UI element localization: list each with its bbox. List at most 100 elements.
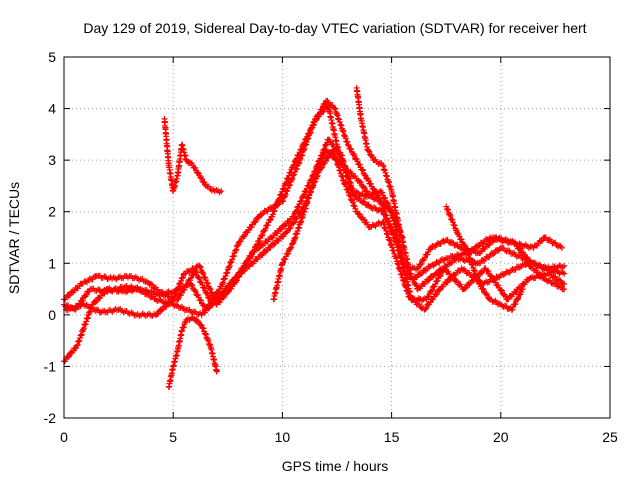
data-point-interp bbox=[229, 256, 236, 263]
data-point-interp bbox=[283, 188, 290, 195]
data-point-interp bbox=[288, 244, 295, 251]
data-point-interp bbox=[416, 301, 423, 308]
data-point-interp bbox=[423, 305, 430, 312]
data-point-interp bbox=[349, 199, 356, 206]
series-track-d bbox=[63, 136, 568, 320]
data-point-interp bbox=[65, 292, 72, 299]
data-point bbox=[441, 265, 448, 272]
data-point-interp bbox=[209, 292, 216, 299]
data-point-interp bbox=[326, 149, 333, 156]
data-point-interp bbox=[414, 274, 421, 281]
series-track-f bbox=[165, 314, 220, 391]
y-tick-label: 3 bbox=[48, 152, 56, 168]
data-point-interp bbox=[425, 277, 432, 284]
data-point-interp bbox=[365, 177, 372, 184]
data-point-interp bbox=[497, 286, 504, 293]
data-point-interp bbox=[233, 243, 240, 250]
data-point-interp bbox=[324, 139, 331, 146]
y-tick-label: -2 bbox=[44, 410, 57, 426]
data-point-interp bbox=[434, 240, 441, 247]
data-point-interp bbox=[295, 160, 302, 167]
data-point-interp bbox=[171, 293, 178, 300]
data-point-interp bbox=[65, 354, 72, 361]
data-point-interp bbox=[93, 297, 100, 304]
data-point-interp bbox=[451, 222, 458, 229]
data-point-interp bbox=[334, 146, 341, 153]
data-point-interp bbox=[204, 280, 211, 287]
data-point-interp bbox=[360, 167, 367, 174]
plot-frame bbox=[63, 56, 611, 419]
data-point-interp bbox=[291, 169, 298, 176]
data-point bbox=[344, 141, 351, 148]
y-tick-label: 1 bbox=[48, 255, 56, 271]
data-point-interp bbox=[410, 276, 417, 283]
data-point-interp bbox=[444, 279, 451, 286]
data-point-interp bbox=[301, 191, 308, 198]
data-point-interp bbox=[512, 240, 519, 247]
data-point-interp bbox=[448, 216, 455, 223]
data-point bbox=[519, 286, 526, 293]
data-point-interp bbox=[344, 186, 351, 193]
data-point-interp bbox=[301, 188, 308, 195]
data-point-interp bbox=[490, 298, 497, 305]
data-point-interp bbox=[458, 236, 465, 243]
data-point-interp bbox=[516, 245, 523, 252]
data-point-interp bbox=[284, 187, 291, 194]
data-point-interp bbox=[82, 278, 89, 285]
data-point-interp bbox=[556, 276, 563, 283]
data-point-interp bbox=[101, 290, 108, 297]
x-tick-label: 20 bbox=[493, 429, 509, 445]
data-point-interp bbox=[484, 291, 491, 298]
data-point-interp bbox=[200, 301, 207, 308]
data-point-interp bbox=[422, 306, 429, 313]
data-point-interp bbox=[187, 275, 194, 282]
data-point-interp bbox=[355, 210, 362, 217]
data-point-interp bbox=[512, 300, 519, 307]
data-point-interp bbox=[92, 299, 99, 306]
data-point-interp bbox=[350, 202, 357, 209]
data-point-interp bbox=[356, 211, 363, 218]
data-point-interp bbox=[348, 146, 355, 153]
data-point-interp bbox=[167, 299, 174, 306]
data-point-interp bbox=[233, 277, 240, 284]
data-point-interp bbox=[248, 224, 255, 231]
data-point-interp bbox=[266, 217, 273, 224]
data-point-interp bbox=[176, 281, 183, 288]
x-tick-label: 5 bbox=[169, 429, 177, 445]
data-point-interp bbox=[155, 310, 162, 317]
data-point-interp bbox=[433, 290, 440, 297]
data-point-interp bbox=[280, 233, 287, 240]
data-point bbox=[213, 368, 220, 375]
y-tick-label: 0 bbox=[48, 307, 56, 323]
data-point-interp bbox=[291, 219, 298, 226]
data-point-interp bbox=[206, 341, 213, 348]
data-point-interp bbox=[267, 244, 274, 251]
data-point-interp bbox=[194, 318, 201, 325]
data-point-interp bbox=[337, 159, 344, 166]
data-point-interp bbox=[143, 291, 150, 298]
data-point-interp bbox=[198, 297, 205, 304]
x-tick-label: 0 bbox=[60, 429, 68, 445]
data-point-interp bbox=[537, 238, 544, 245]
data-point-interp bbox=[444, 206, 451, 213]
data-point-interp bbox=[359, 166, 366, 173]
data-point-interp bbox=[285, 250, 292, 257]
data-point-interp bbox=[202, 330, 209, 337]
series-track-h bbox=[353, 84, 568, 273]
data-point-interp bbox=[290, 172, 297, 179]
data-point-interp bbox=[86, 275, 93, 282]
data-point bbox=[279, 260, 286, 267]
data-point-interp bbox=[192, 288, 199, 295]
data-point-interp bbox=[357, 179, 364, 186]
data-point-interp bbox=[341, 180, 348, 187]
data-point-interp bbox=[433, 291, 440, 298]
data-point-interp bbox=[374, 197, 381, 204]
data-point-interp bbox=[194, 169, 201, 176]
data-point-interp bbox=[368, 180, 375, 187]
data-point-interp bbox=[539, 237, 546, 244]
data-point-interp bbox=[259, 251, 266, 258]
data-point-interp bbox=[298, 197, 305, 204]
data-point-interp bbox=[297, 198, 304, 205]
data-point-interp bbox=[226, 263, 233, 270]
data-point-interp bbox=[252, 218, 259, 225]
